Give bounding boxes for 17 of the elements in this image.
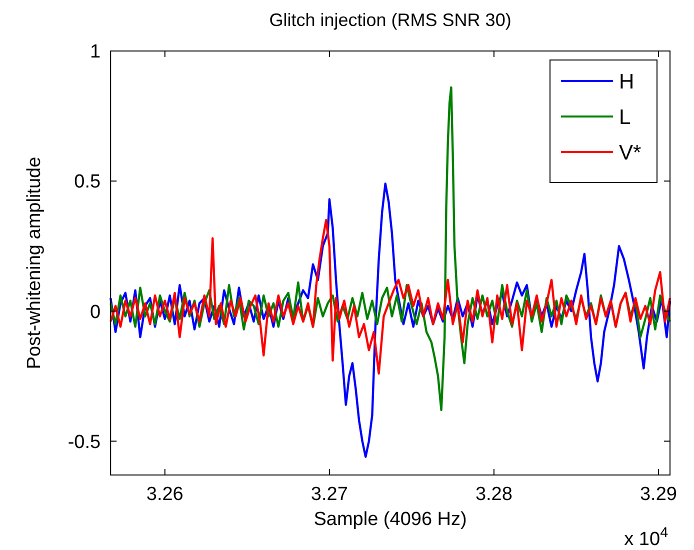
x-axis-title: Sample (4096 Hz) — [314, 509, 467, 530]
x-tick-label: 3.26 — [146, 484, 184, 505]
text: x 10$^{4}$ — [624, 525, 668, 550]
y-tick-label: -0.5 — [68, 432, 101, 453]
y-tick-label: 1 — [90, 42, 101, 63]
legend-label: L — [619, 106, 631, 129]
x-tick-label: 3.27 — [310, 484, 348, 505]
legend-label: V* — [619, 141, 642, 164]
x-tick-label: 3.28 — [475, 484, 512, 505]
line-series — [110, 218, 672, 375]
x-tick-label: 3.29 — [640, 484, 677, 505]
y-axis-title: Post-whitening amplitude — [24, 156, 45, 370]
line-series — [110, 182, 672, 458]
y-tick-label: 0 — [90, 302, 101, 323]
legend-label: H — [619, 70, 634, 94]
y-tick-label: 0.5 — [74, 172, 101, 193]
chart-title: Glitch injection (RMS SNR 30) — [269, 10, 512, 30]
